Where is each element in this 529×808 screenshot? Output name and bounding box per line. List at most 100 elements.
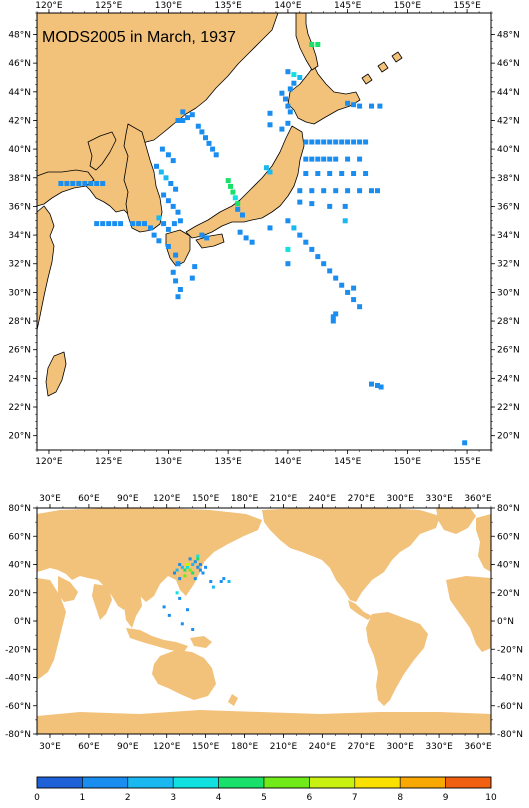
data-cell bbox=[112, 221, 118, 227]
data-cell bbox=[180, 118, 186, 123]
colorbar-tick-label: 10 bbox=[485, 793, 497, 803]
land-antarctica bbox=[37, 710, 491, 734]
data-cell bbox=[309, 139, 315, 145]
lat-label-left: 22°N bbox=[8, 403, 31, 413]
data-cell bbox=[369, 381, 374, 387]
data-cell bbox=[94, 221, 100, 227]
land-korea bbox=[123, 123, 163, 233]
data-cell bbox=[357, 139, 363, 145]
data-cell bbox=[240, 212, 245, 218]
lon-label-bottom: 60°E bbox=[78, 742, 100, 752]
data-cell bbox=[351, 297, 357, 303]
land-australia bbox=[152, 650, 216, 700]
data-cell bbox=[321, 139, 327, 145]
data-cell bbox=[151, 232, 157, 238]
data-cell bbox=[156, 215, 162, 221]
data-cell bbox=[315, 42, 321, 47]
land-sakhalin bbox=[295, 12, 319, 71]
lon-label-bottom: 360°E bbox=[464, 742, 492, 752]
data-cell bbox=[185, 115, 190, 121]
lon-label-bottom: 30°E bbox=[39, 742, 61, 752]
data-cell bbox=[291, 72, 297, 78]
data-cell bbox=[177, 287, 183, 292]
lat-label-right: 20°N bbox=[497, 589, 520, 599]
colorbar-labels: 0 1 2 3 4 5 6 7 8 9 10 bbox=[34, 793, 497, 803]
lon-label-top: 155°E bbox=[453, 1, 481, 11]
data-cell bbox=[148, 225, 153, 231]
lat-label-left: -60°N bbox=[5, 702, 31, 712]
lon-label-bottom: 300°E bbox=[387, 742, 415, 752]
data-cell bbox=[170, 203, 176, 209]
lat-label-right: 24°N bbox=[497, 374, 520, 384]
lon-label-top: 150°E bbox=[192, 494, 220, 504]
colorbar-box bbox=[354, 776, 401, 789]
data-cell bbox=[209, 580, 213, 583]
data-cell bbox=[297, 188, 303, 194]
data-cell bbox=[210, 146, 216, 152]
lat-label-right: -60°N bbox=[497, 702, 523, 712]
data-cell bbox=[351, 102, 357, 108]
data-cell bbox=[237, 229, 243, 235]
colorbar-box bbox=[127, 776, 174, 789]
land-eurasia bbox=[37, 508, 262, 610]
data-cell bbox=[165, 244, 171, 249]
colorbar-tick-label: 1 bbox=[80, 793, 86, 803]
lon-label-bottom: 125°E bbox=[95, 457, 123, 467]
data-cell bbox=[158, 169, 164, 175]
lat-label-right: 60°N bbox=[497, 532, 520, 542]
colorbar-box bbox=[218, 776, 265, 789]
regional-land bbox=[36, 12, 403, 397]
colorbar-tick-label: 5 bbox=[261, 793, 267, 803]
data-cell bbox=[130, 221, 136, 227]
data-cell bbox=[287, 109, 293, 115]
data-cell bbox=[165, 226, 171, 232]
lon-label-bottom: 270°E bbox=[348, 742, 376, 752]
data-cell bbox=[303, 139, 309, 145]
lat-label-right: -20°N bbox=[497, 645, 523, 655]
data-cell bbox=[230, 189, 236, 195]
data-cell bbox=[267, 225, 273, 231]
data-cell bbox=[175, 118, 181, 123]
data-cell bbox=[315, 171, 321, 176]
data-cell bbox=[222, 577, 226, 581]
lon-label-top: 90°E bbox=[117, 494, 139, 504]
global-lon-axis: 30°E 30°E 60°E 60°E 90°E 90°E 120°E 120°E 150°E 1… bbox=[36, 494, 492, 752]
data-cell bbox=[70, 181, 76, 186]
data-cell bbox=[285, 261, 291, 267]
data-cell bbox=[189, 112, 195, 118]
data-cell bbox=[297, 232, 303, 238]
colorbar-tick-label: 9 bbox=[443, 793, 449, 803]
data-cell bbox=[206, 140, 212, 146]
data-cell bbox=[178, 577, 182, 581]
data-cell bbox=[321, 261, 327, 267]
data-cell bbox=[345, 139, 351, 145]
land-liaodong bbox=[87, 131, 117, 171]
data-cell bbox=[204, 235, 210, 241]
lat-label-left: -80°N bbox=[5, 730, 31, 740]
data-cell bbox=[297, 199, 303, 205]
data-cell bbox=[249, 239, 255, 245]
lon-label-top: 60°E bbox=[78, 494, 100, 504]
data-cell bbox=[357, 188, 363, 194]
land-india bbox=[92, 584, 112, 620]
data-cell bbox=[159, 146, 165, 152]
data-cell bbox=[175, 294, 181, 300]
data-cell bbox=[315, 156, 321, 162]
data-cell bbox=[82, 181, 88, 186]
data-cell bbox=[327, 156, 333, 162]
data-cell bbox=[165, 152, 171, 158]
lon-label-top: 300°E bbox=[387, 494, 415, 504]
data-cell bbox=[193, 560, 197, 564]
data-cell bbox=[267, 169, 273, 175]
data-cell bbox=[321, 188, 327, 194]
colorbar-tick-label: 3 bbox=[170, 793, 176, 803]
data-cell bbox=[285, 218, 291, 224]
data-cell bbox=[219, 580, 223, 583]
data-cell bbox=[369, 188, 374, 194]
global-lat-axis: -80°N -80°N -60°N -60°N -40°N -40°N -20°N -20°N… bbox=[5, 504, 523, 740]
data-cell bbox=[196, 565, 200, 569]
land-china-coast bbox=[36, 205, 55, 331]
lat-label-right: 34°N bbox=[497, 231, 520, 241]
lon-label-top: 330°E bbox=[425, 494, 453, 504]
